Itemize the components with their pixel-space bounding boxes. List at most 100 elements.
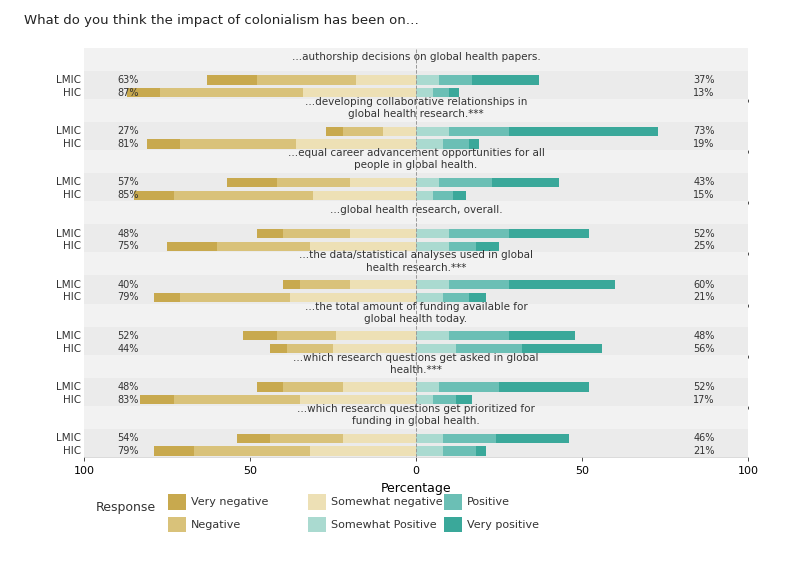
Text: Somewhat negative: Somewhat negative bbox=[331, 497, 443, 507]
Text: 87%: 87% bbox=[117, 88, 138, 98]
Bar bbox=[442, 293, 469, 302]
Bar bbox=[350, 280, 416, 289]
Bar bbox=[237, 434, 270, 443]
Bar bbox=[180, 293, 290, 302]
Bar bbox=[84, 122, 748, 150]
Text: ...the data/statistical analyses used in global
health research.***: ...the data/statistical analyses used in… bbox=[299, 250, 533, 273]
Bar bbox=[439, 383, 499, 392]
Bar bbox=[84, 71, 748, 99]
Text: 43%: 43% bbox=[694, 177, 715, 187]
Bar bbox=[283, 280, 300, 289]
Text: HIC: HIC bbox=[62, 88, 81, 98]
Text: HIC: HIC bbox=[62, 241, 81, 251]
Bar bbox=[160, 88, 303, 98]
Bar bbox=[450, 229, 509, 238]
Bar bbox=[303, 88, 416, 98]
Text: LMIC: LMIC bbox=[56, 433, 81, 443]
Text: 17%: 17% bbox=[694, 395, 715, 405]
Bar bbox=[283, 229, 350, 238]
Text: Somewhat Positive: Somewhat Positive bbox=[331, 519, 437, 530]
Text: 46%: 46% bbox=[694, 433, 715, 443]
Text: LMIC: LMIC bbox=[56, 382, 81, 392]
Bar bbox=[226, 178, 277, 187]
Bar bbox=[84, 378, 748, 406]
Bar bbox=[416, 383, 439, 392]
Text: HIC: HIC bbox=[62, 292, 81, 302]
Bar bbox=[84, 327, 748, 355]
Bar bbox=[300, 280, 350, 289]
Bar bbox=[439, 75, 473, 85]
Text: Very negative: Very negative bbox=[191, 497, 269, 507]
Bar bbox=[416, 139, 442, 149]
Bar bbox=[456, 344, 522, 353]
Bar bbox=[257, 229, 283, 238]
Text: ...authorship decisions on global health papers.: ...authorship decisions on global health… bbox=[292, 52, 540, 62]
Bar bbox=[84, 275, 748, 304]
Text: Positive: Positive bbox=[467, 497, 510, 507]
Text: 57%: 57% bbox=[117, 177, 139, 187]
Text: What do you think the impact of colonialism has been on…: What do you think the impact of colonial… bbox=[24, 14, 419, 27]
Bar bbox=[469, 293, 486, 302]
Bar bbox=[180, 139, 297, 149]
Text: 73%: 73% bbox=[694, 126, 715, 136]
Bar bbox=[416, 293, 442, 302]
Text: LMIC: LMIC bbox=[56, 126, 81, 136]
Bar bbox=[167, 242, 217, 251]
Bar bbox=[174, 396, 300, 404]
Text: 27%: 27% bbox=[117, 126, 139, 136]
Text: Negative: Negative bbox=[191, 519, 242, 530]
Bar bbox=[141, 396, 174, 404]
Bar bbox=[509, 332, 575, 341]
Text: 25%: 25% bbox=[693, 241, 715, 251]
Text: HIC: HIC bbox=[62, 190, 81, 200]
Bar bbox=[290, 293, 416, 302]
Bar bbox=[416, 127, 450, 136]
Text: 56%: 56% bbox=[694, 344, 715, 353]
Text: LMIC: LMIC bbox=[56, 280, 81, 289]
Bar bbox=[297, 139, 416, 149]
Bar bbox=[522, 344, 602, 353]
Bar bbox=[416, 447, 442, 456]
Text: 81%: 81% bbox=[117, 139, 138, 149]
Bar bbox=[257, 383, 283, 392]
Bar bbox=[476, 242, 499, 251]
Bar bbox=[84, 173, 748, 201]
Bar bbox=[217, 242, 310, 251]
Text: 19%: 19% bbox=[694, 139, 715, 149]
Bar bbox=[442, 447, 476, 456]
Bar bbox=[277, 178, 350, 187]
Text: ...which research questions get asked in global
health.***: ...which research questions get asked in… bbox=[294, 353, 538, 375]
Bar bbox=[499, 383, 589, 392]
Bar bbox=[243, 332, 277, 341]
Bar bbox=[257, 75, 356, 85]
Bar bbox=[496, 434, 569, 443]
Bar bbox=[356, 75, 416, 85]
Bar bbox=[416, 280, 450, 289]
Text: ...the total amount of funding available for
global health today.: ...the total amount of funding available… bbox=[305, 302, 527, 324]
Bar bbox=[154, 293, 180, 302]
Bar bbox=[207, 75, 257, 85]
Text: 79%: 79% bbox=[117, 292, 138, 302]
Text: LMIC: LMIC bbox=[56, 177, 81, 187]
Bar bbox=[154, 447, 194, 456]
Bar bbox=[416, 75, 439, 85]
Text: 52%: 52% bbox=[117, 331, 139, 341]
Bar bbox=[416, 191, 433, 200]
Bar bbox=[350, 178, 416, 187]
Bar bbox=[509, 229, 589, 238]
Text: 48%: 48% bbox=[694, 331, 715, 341]
Text: LMIC: LMIC bbox=[56, 331, 81, 341]
Bar bbox=[174, 191, 313, 200]
Text: Response: Response bbox=[96, 501, 156, 514]
Text: 75%: 75% bbox=[117, 241, 139, 251]
Bar bbox=[84, 429, 748, 457]
Bar bbox=[270, 434, 343, 443]
Bar bbox=[270, 344, 286, 353]
Bar bbox=[433, 88, 450, 98]
Bar bbox=[453, 191, 466, 200]
Text: 85%: 85% bbox=[117, 190, 138, 200]
Bar bbox=[450, 127, 509, 136]
Bar bbox=[383, 127, 416, 136]
Text: 21%: 21% bbox=[694, 292, 715, 302]
Bar bbox=[194, 447, 310, 456]
